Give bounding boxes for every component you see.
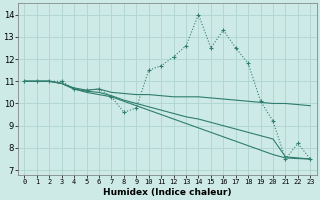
X-axis label: Humidex (Indice chaleur): Humidex (Indice chaleur): [103, 188, 232, 197]
